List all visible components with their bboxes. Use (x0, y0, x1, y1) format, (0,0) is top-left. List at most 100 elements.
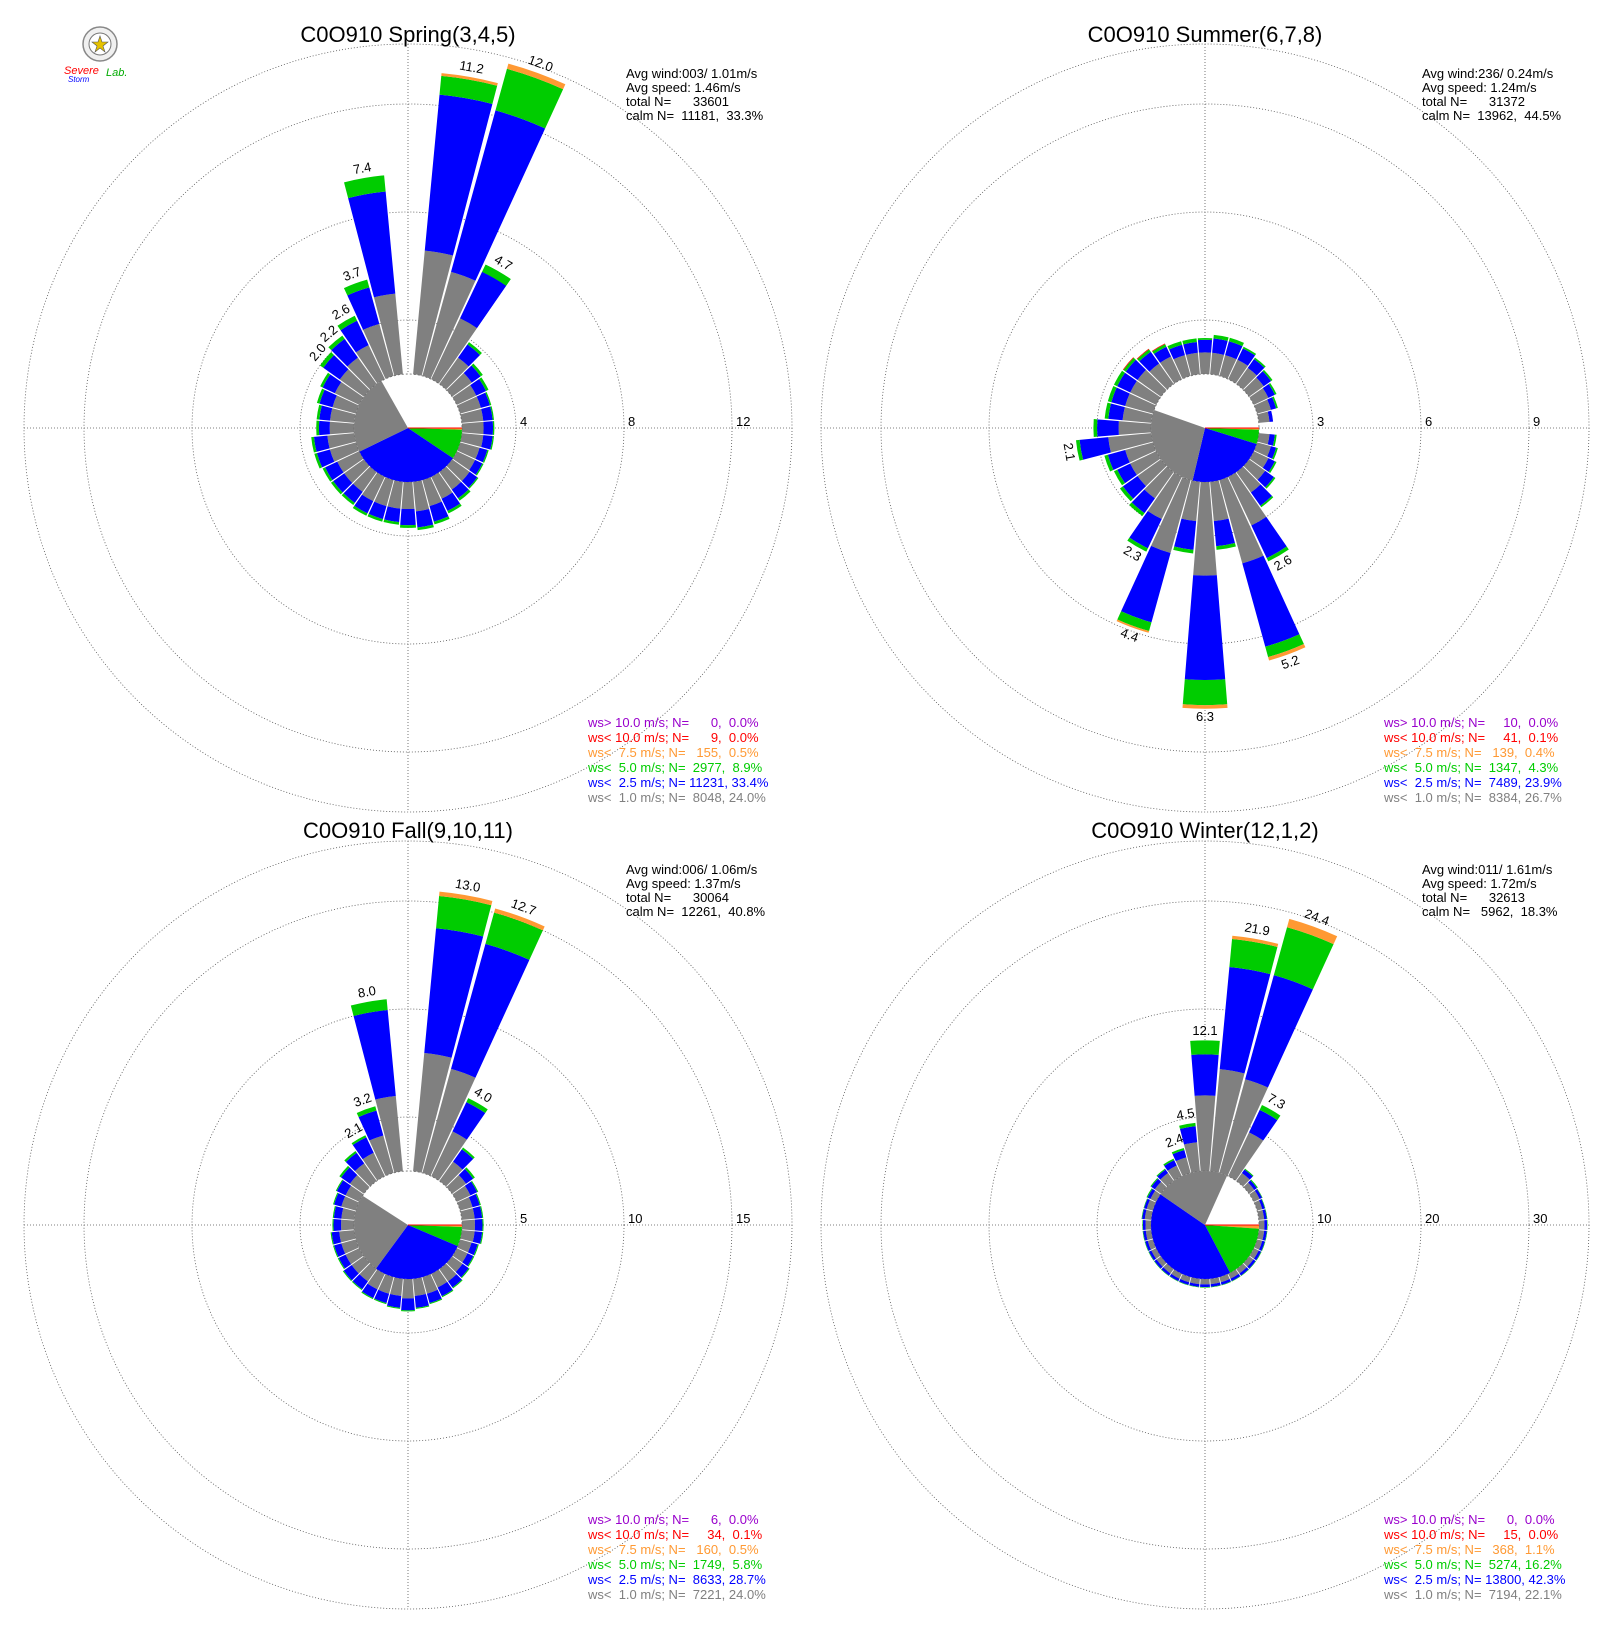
panel-title: C0O910 Fall(9,10,11) (303, 818, 513, 843)
legend-entry: ws< 1.0 m/s; N= 8048, 24.0% (587, 790, 766, 805)
bar-segment-green (316, 421, 319, 436)
direction-bar (332, 1219, 354, 1231)
bar-segment-gray (330, 422, 354, 435)
direction-bar (316, 421, 354, 436)
bar-segment-gray (462, 1220, 475, 1231)
bar-segment-blue (401, 1298, 415, 1310)
legend-entry: ws< 5.0 m/s; N= 1749, 5.8% (587, 1557, 763, 1572)
stat-line: Avg wind:236/ 0.24m/s (1422, 66, 1554, 81)
stat-line: calm N= 13962, 44.5% (1422, 108, 1562, 123)
bar-segment-gray (1257, 433, 1269, 444)
bar-segment-gray (462, 422, 484, 434)
bar-segment-blue (400, 509, 416, 525)
stat-line: Avg wind:011/ 1.61m/s (1422, 862, 1553, 877)
direction-bar (1259, 1220, 1268, 1230)
bar-label: 11.2 (458, 58, 485, 77)
lab-logo-graphic: Severe Storm Lab. (54, 26, 146, 84)
bar-segment-green (1093, 419, 1097, 437)
legend-entry: ws< 10.0 m/s; N= 15, 0.0% (1383, 1527, 1559, 1542)
bar-segment-blue (1108, 403, 1125, 420)
direction-bar (1198, 338, 1212, 374)
direction-bar (462, 1219, 484, 1231)
bar-segment-blue (483, 421, 493, 435)
bar-segment-blue (314, 436, 330, 452)
bar-segment-gray (402, 1279, 414, 1299)
stat-line: calm N= 12261, 40.8% (626, 904, 766, 919)
direction-bar (1142, 1220, 1151, 1230)
bar-segment-gray (1199, 352, 1211, 374)
legend-entry: ws< 2.5 m/s; N= 13800, 42.3% (1383, 1572, 1566, 1587)
legend-entry: ws< 2.5 m/s; N= 7489, 23.9% (1383, 775, 1562, 790)
bar-segment-blue (1212, 338, 1228, 354)
ring-label: 8 (628, 414, 635, 429)
ring-label: 12 (736, 414, 750, 429)
bar-label: 4.5 (1175, 1105, 1195, 1123)
bar-segment-blue (319, 406, 332, 421)
bar-segment-gray (1119, 421, 1152, 435)
legend-entry: ws> 10.0 m/s; N= 6, 0.0% (587, 1512, 759, 1527)
bar-segment-blue (416, 509, 433, 527)
stat-line: Avg speed: 1.72m/s (1422, 876, 1537, 891)
bar-label: 13.0 (454, 876, 482, 895)
legend-entry: ws< 5.0 m/s; N= 1347, 4.3% (1383, 760, 1559, 775)
bar-segment-blue (1191, 1054, 1218, 1095)
legend-entry: ws< 1.0 m/s; N= 8384, 26.7% (1383, 790, 1562, 805)
stat-line: calm N= 5962, 18.3% (1422, 904, 1558, 919)
bar-segment-gray (1146, 1220, 1152, 1230)
legend-entry: ws> 10.0 m/s; N= 10, 0.0% (1383, 715, 1559, 730)
bar-segment-gray (1259, 1220, 1265, 1230)
bar-label: 7.4 (352, 159, 372, 177)
stat-line: Avg speed: 1.37m/s (626, 876, 741, 891)
stat-line: total N= 31372 (1422, 94, 1525, 109)
bar-label: 21.9 (1243, 919, 1271, 938)
ring-label: 10 (628, 1211, 642, 1226)
stat-line: Avg wind:006/ 1.06m/s (626, 862, 758, 877)
ring-label: 30 (1533, 1211, 1547, 1226)
bar-segment-blue (384, 506, 400, 522)
direction-bar (400, 482, 416, 528)
direction-bar (1143, 1230, 1153, 1241)
bar-segment-blue (1242, 556, 1299, 647)
ring-label: 4 (520, 414, 527, 429)
legend-entry: ws< 2.5 m/s; N= 11231, 33.4% (587, 775, 769, 790)
legend-entry: ws< 2.5 m/s; N= 8633, 28.7% (587, 1572, 766, 1587)
legend-entry: ws< 7.5 m/s; N= 139, 0.4% (1383, 745, 1555, 760)
bar-segment-gray (1257, 412, 1269, 423)
bar-segment-gray (402, 482, 415, 509)
bar-segment-blue (387, 1294, 401, 1308)
bar-label: 12.1 (1192, 1023, 1217, 1038)
stat-line: total N= 30064 (626, 890, 729, 905)
panel-title: C0O910 Winter(12,1,2) (1091, 818, 1318, 843)
bar-segment-blue (348, 191, 395, 297)
stat-line: total N= 32613 (1422, 890, 1525, 905)
legend-entry: ws< 7.5 m/s; N= 155, 0.5% (587, 745, 759, 760)
direction-bar (1257, 1230, 1267, 1241)
bar-segment-blue (1185, 575, 1225, 680)
direction-bar (401, 1279, 415, 1312)
bar-segment-green (1190, 1040, 1220, 1055)
legend-entry: ws< 5.0 m/s; N= 5274, 16.2% (1383, 1557, 1562, 1572)
bar-segment-blue (1264, 1220, 1267, 1230)
legend-entry: ws< 7.5 m/s; N= 368, 1.1% (1383, 1542, 1555, 1557)
direction-bar (462, 421, 495, 435)
ring-label: 9 (1533, 414, 1540, 429)
bar-segment-blue (319, 421, 330, 435)
bar-label: 8.0 (357, 983, 377, 1001)
bar-segment-blue (1143, 1220, 1146, 1230)
direction-bar (1200, 1279, 1210, 1288)
bar-label: 2.1 (1061, 442, 1079, 462)
bar-segment-green (1183, 679, 1227, 705)
bar-segment-blue (354, 1010, 396, 1100)
bar-segment-green (1198, 338, 1212, 340)
legend-entry: ws< 10.0 m/s; N= 34, 0.1% (587, 1527, 763, 1542)
legend-entry: ws> 10.0 m/s; N= 0, 0.0% (1383, 1512, 1555, 1527)
bar-segment-blue (475, 1219, 483, 1231)
bar-segment-blue (1183, 342, 1198, 355)
stat-line: total N= 33601 (626, 94, 729, 109)
lab-logo: Severe Storm Lab. (54, 26, 146, 84)
stat-line: calm N= 11181, 33.3% (626, 108, 764, 123)
